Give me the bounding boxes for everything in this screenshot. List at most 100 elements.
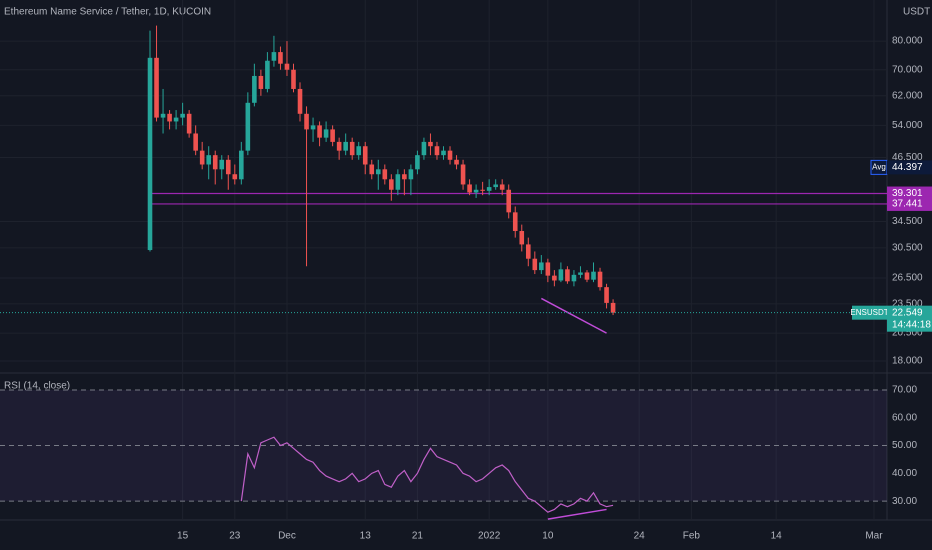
y-tick-label: 18.000 [892, 356, 923, 367]
y-tick-label: 60.00 [892, 412, 917, 423]
candle-body [584, 272, 590, 280]
candle-body [519, 231, 525, 245]
candle-body [219, 159, 225, 170]
candle-body [362, 146, 368, 165]
candle-body [486, 187, 492, 191]
candle-body [512, 212, 518, 232]
y-tick-label: 80.000 [892, 36, 923, 47]
candle-body [173, 117, 179, 122]
candle-body [212, 155, 218, 170]
candle-body [591, 271, 596, 280]
countdown-label: 14:44:18 [892, 319, 931, 330]
candle-body [375, 169, 381, 175]
candle-body [539, 262, 544, 271]
y-tick-label: 30.00 [892, 496, 917, 507]
candle-body [310, 125, 316, 130]
candle-body [525, 244, 531, 259]
avg-label: Avg [872, 162, 886, 171]
x-tick-label: 21 [412, 531, 424, 542]
candle-body [317, 125, 322, 138]
candle-body [545, 262, 551, 276]
candle-body [402, 174, 407, 180]
candle-body [265, 60, 270, 89]
x-tick-label: 13 [360, 531, 372, 542]
y-tick-label: 40.00 [892, 468, 917, 479]
y-tick-label: 50.00 [892, 440, 917, 451]
candle-body [382, 169, 388, 180]
currency: USDT [903, 7, 930, 18]
x-tick-label: 14 [771, 531, 783, 542]
candle-body [330, 129, 335, 142]
symbol-label: ENSUSDT [850, 308, 888, 317]
candle-body [336, 141, 342, 151]
candle-body [278, 52, 283, 64]
y-tick-label: 46.500 [892, 152, 923, 163]
candle-body [473, 189, 479, 193]
candle-body [434, 146, 440, 156]
candle-body [356, 146, 362, 156]
x-tick-label: Mar [865, 531, 883, 542]
rsi-line [240, 436, 614, 513]
candle-body [597, 271, 603, 288]
candle-body [349, 141, 355, 156]
candle-body [499, 184, 505, 190]
candle-body [428, 141, 433, 147]
candle-body [604, 287, 609, 303]
candle-body [147, 57, 153, 251]
level-label: 37.441 [892, 199, 923, 210]
avg-value: 44.397 [892, 162, 923, 173]
candle-body [610, 302, 616, 313]
candle-body [421, 141, 427, 156]
candle-body [297, 88, 303, 114]
candle-body [245, 102, 251, 151]
y-tick-label: 30.500 [892, 243, 923, 254]
candle-body [186, 113, 192, 134]
trend-line [547, 508, 607, 520]
candle-body [493, 184, 498, 188]
candle-body [578, 272, 583, 275]
candle-body [415, 155, 420, 170]
candle-body [160, 113, 166, 118]
candle-body [180, 113, 185, 118]
candle-body [558, 269, 564, 281]
candle-body [199, 150, 205, 165]
candle-body [206, 155, 212, 165]
candle-body [480, 189, 485, 191]
candle-body [441, 150, 446, 156]
candle-body [389, 179, 394, 190]
level-label-box [887, 196, 932, 211]
y-tick-label: 23.500 [892, 298, 923, 309]
candle-body [232, 174, 238, 180]
x-tick-label: Feb [683, 531, 701, 542]
y-tick-label: 70.00 [892, 385, 917, 396]
candle-body [565, 269, 570, 282]
candle-body [369, 164, 375, 175]
candle-body [447, 150, 453, 160]
trend-line [540, 297, 607, 334]
candle-body [193, 133, 198, 151]
candle-body [239, 150, 244, 180]
candle-body [258, 75, 264, 89]
x-tick-label: 10 [542, 531, 554, 542]
candle-body [395, 174, 401, 190]
y-tick-label: 70.000 [892, 64, 923, 75]
x-tick-label: 15 [177, 531, 189, 542]
candle-body [467, 184, 472, 193]
candle-body [167, 113, 172, 122]
symbol-box [852, 305, 887, 320]
candle-body [284, 63, 290, 70]
y-tick-label: 34.500 [892, 216, 923, 227]
y-tick-label: 54.000 [892, 120, 923, 131]
y-tick-label: 20.500 [892, 328, 923, 339]
last-price-box [887, 305, 932, 332]
candle-body [291, 69, 296, 89]
candle-body [571, 274, 577, 282]
y-tick-label: 26.500 [892, 273, 923, 284]
level-label: 39.301 [892, 188, 923, 199]
candle-body [506, 189, 512, 213]
last-price-label: 22.549 [892, 307, 923, 318]
avg-value-box [887, 160, 932, 175]
candle-body [408, 169, 414, 180]
candle-body [271, 52, 277, 61]
